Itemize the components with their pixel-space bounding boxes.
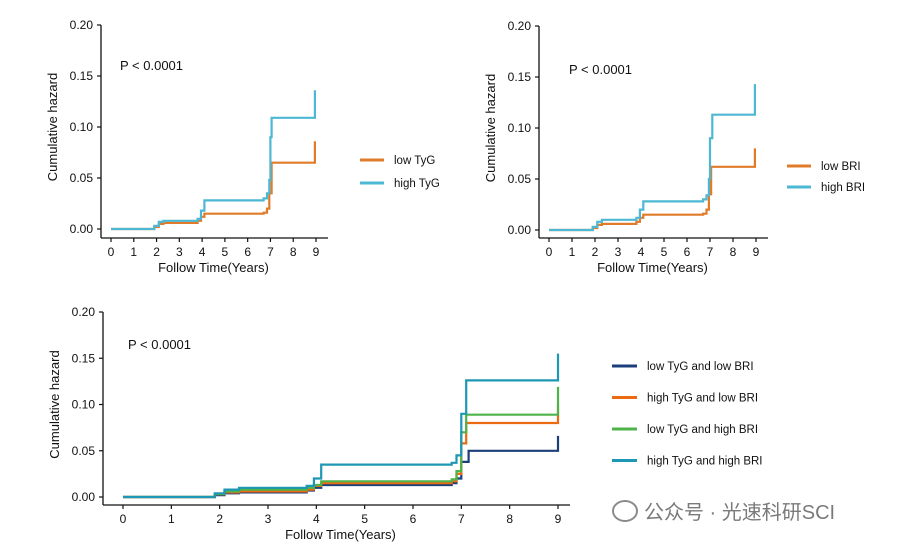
y-axis-label: Cumulative hazard — [483, 74, 498, 182]
x-tick-label: 8 — [506, 512, 513, 526]
x-tick-label: 5 — [661, 245, 668, 259]
x-tick-label: 4 — [313, 512, 320, 526]
legend-label: low BRI — [821, 161, 861, 173]
series-line-1 — [111, 141, 316, 231]
y-tick-label: 0.10 — [70, 120, 94, 134]
p-value-annotation: P < 0.0001 — [128, 337, 191, 352]
x-tick-label: 7 — [267, 245, 274, 259]
y-tick-label: 0.05 — [508, 172, 532, 186]
x-tick-label: 8 — [290, 245, 297, 259]
chart-combined: 0.00 0.05 0.10 0.15 0.20 0 1 2 3 4 5 6 7 8 9 Follow Tim… — [47, 305, 763, 542]
p-value-annotation: P < 0.0001 — [569, 62, 632, 77]
x-tick-label: 7 — [458, 512, 465, 526]
y-tick-label: 0.20 — [70, 18, 94, 32]
x-tick-label: 1 — [168, 512, 175, 526]
y-axis-label: Cumulative hazard — [47, 350, 62, 458]
x-tick-label: 3 — [176, 245, 183, 259]
wechat-icon — [612, 500, 638, 522]
y-tick-label: 0.00 — [508, 223, 532, 237]
legend-label: high TyG and high BRI — [647, 456, 763, 468]
series-line-1 — [123, 435, 560, 499]
x-tick-label: 9 — [753, 245, 760, 259]
x-tick-label: 4 — [638, 245, 645, 259]
y-tick-label: 0.00 — [70, 222, 94, 236]
x-tick-label: 4 — [199, 245, 206, 259]
x-tick-label: 3 — [265, 512, 272, 526]
x-tick-label: 9 — [555, 512, 562, 526]
x-tick-label: 2 — [216, 512, 223, 526]
y-tick-label: 0.10 — [72, 398, 96, 412]
legend-label: high BRI — [821, 182, 865, 194]
y-tick-label: 0.10 — [508, 121, 532, 135]
watermark: 公众号 · 光速科研SCI — [612, 496, 835, 525]
watermark-text: 公众号 · 光速科研SCI — [644, 502, 836, 524]
x-tick-label: 6 — [684, 245, 691, 259]
x-tick-label: 6 — [410, 512, 417, 526]
x-tick-label: 8 — [730, 245, 737, 259]
y-tick-label: 0.15 — [508, 70, 532, 84]
chart-bri: 0.00 0.05 0.10 0.15 0.20 0 1 2 3 4 5 6 7 8 9 Follow Tim… — [483, 19, 865, 275]
chart-tyg: 0.00 0.05 0.10 0.15 0.20 0 1 2 3 4 5 6 7 8 9 Follow Tim… — [45, 18, 440, 275]
series-line-3 — [123, 386, 560, 499]
series-line-2 — [111, 90, 316, 231]
series-line-1 — [549, 148, 756, 232]
x-tick-label: 6 — [244, 245, 251, 259]
x-tick-label: 3 — [615, 245, 622, 259]
x-tick-label: 0 — [108, 245, 115, 259]
x-tick-label: 5 — [361, 512, 368, 526]
x-tick-label: 0 — [120, 512, 127, 526]
x-axis-label: Follow Time(Years) — [285, 527, 396, 542]
x-tick-label: 1 — [569, 245, 576, 259]
y-tick-label: 0.15 — [70, 69, 94, 83]
series-line-2 — [549, 84, 756, 232]
x-tick-label: 2 — [592, 245, 599, 259]
legend-label: low TyG and high BRI — [647, 424, 758, 436]
x-axis-label: Follow Time(Years) — [597, 260, 708, 275]
x-tick-label: 9 — [313, 245, 320, 259]
legend-label: low TyG and low BRI — [647, 361, 754, 373]
y-axis-label: Cumulative hazard — [45, 73, 60, 181]
x-tick-label: 5 — [222, 245, 229, 259]
legend-label: low TyG — [394, 155, 435, 167]
p-value-annotation: P < 0.0001 — [120, 58, 183, 73]
legend-label: high TyG — [394, 178, 440, 190]
y-tick-label: 0.20 — [72, 305, 96, 319]
series-line-4 — [123, 353, 560, 499]
x-tick-label: 7 — [707, 245, 714, 259]
x-tick-label: 1 — [130, 245, 137, 259]
x-tick-label: 0 — [546, 245, 553, 259]
y-tick-label: 0.20 — [508, 19, 532, 33]
y-tick-label: 0.00 — [72, 490, 96, 504]
y-tick-label: 0.05 — [70, 171, 94, 185]
legend-label: high TyG and low BRI — [647, 393, 758, 405]
x-axis-label: Follow Time(Years) — [158, 260, 269, 275]
y-tick-label: 0.05 — [72, 444, 96, 458]
x-tick-label: 2 — [153, 245, 160, 259]
y-tick-label: 0.15 — [72, 351, 96, 365]
